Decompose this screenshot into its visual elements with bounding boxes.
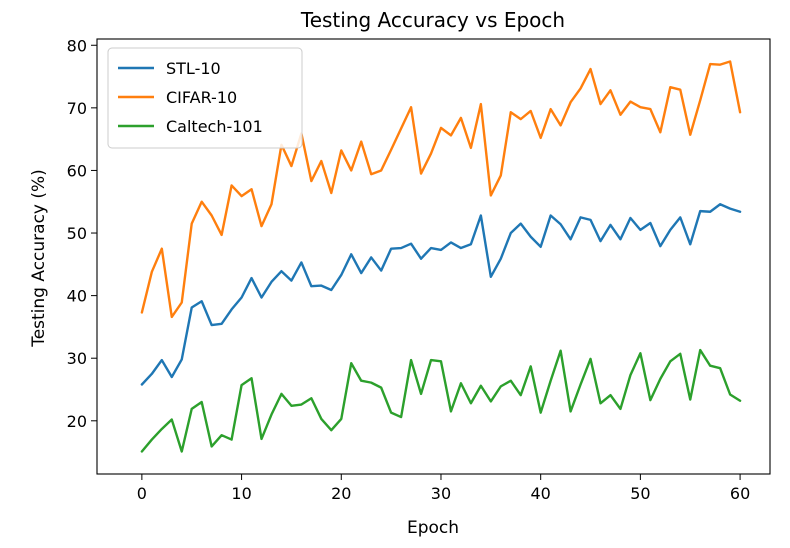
y-tick-label: 80 — [67, 36, 87, 55]
x-tick-label: 0 — [137, 484, 147, 503]
y-tick-label: 70 — [67, 99, 87, 118]
x-tick-label: 60 — [730, 484, 750, 503]
x-axis-title: Epoch — [407, 518, 459, 538]
legend-label-2: Caltech-101 — [166, 117, 263, 136]
legend-box — [107, 47, 303, 149]
y-tick-label: 20 — [67, 412, 87, 431]
x-tick-label: 40 — [531, 484, 551, 503]
plot-frame — [96, 38, 771, 475]
y-tick-label: 40 — [67, 287, 87, 306]
axes-layer: 0 10 20 30 40 50 60 20 30 40 50 60 70 80 — [67, 36, 771, 503]
y-tick-label: 60 — [67, 161, 87, 180]
series-line-1 — [140, 60, 742, 319]
series-line-0 — [140, 203, 742, 386]
chart-title: Testing Accuracy vs Epoch — [300, 8, 565, 32]
y-tick-label: 50 — [67, 224, 87, 243]
series-line-2 — [140, 348, 742, 453]
legend: STL-10 CIFAR-10 Caltech-101 — [107, 47, 303, 149]
x-tick-label: 30 — [431, 484, 451, 503]
x-tick-label: 10 — [231, 484, 251, 503]
legend-label-1: CIFAR-10 — [166, 88, 237, 107]
y-axis-title: Testing Accuracy (%) — [29, 169, 49, 348]
y-tick-label: 30 — [67, 349, 87, 368]
x-tick-label: 20 — [331, 484, 351, 503]
x-tick-label: 50 — [630, 484, 650, 503]
legend-label-0: STL-10 — [166, 59, 221, 78]
series-layer — [140, 60, 742, 453]
